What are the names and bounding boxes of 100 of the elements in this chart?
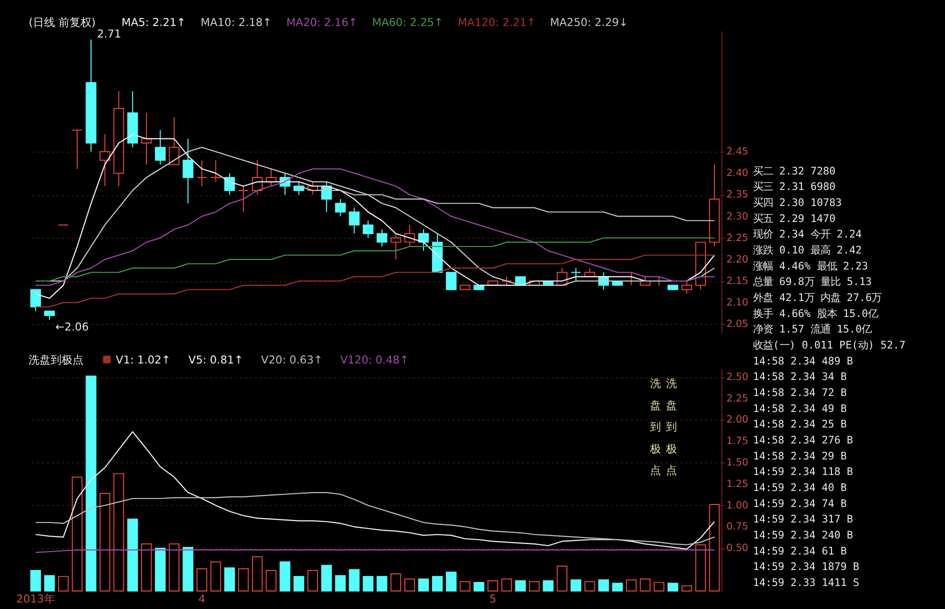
bar [141, 543, 152, 592]
bar [709, 504, 720, 592]
text: MA10: 2.18↑ [200, 16, 272, 29]
bar [196, 568, 208, 592]
x-tick-label: 2013年 [16, 592, 55, 606]
y-tick-label: 1.00 [726, 500, 748, 512]
y-tick-label: 2.20 [726, 254, 748, 266]
bar [44, 575, 55, 592]
bar [224, 567, 235, 592]
text: 净资 1.57 流通 15.0亿 [753, 324, 872, 336]
bar [335, 575, 346, 592]
candlestick [335, 198, 346, 217]
text: V5: 0.81↑ [188, 353, 244, 366]
x-tick-label: 4 [198, 592, 206, 606]
text: MA250: 2.29↓ [550, 16, 628, 29]
line-series [35, 168, 715, 286]
bar [154, 548, 166, 592]
y-tick-label: 2.10 [726, 298, 748, 309]
line-series [35, 431, 715, 550]
bar [460, 581, 470, 592]
bar [529, 581, 540, 592]
bar [280, 561, 290, 592]
bar [293, 576, 304, 592]
text: 总量 69.8万 量比 5.13 [752, 276, 872, 288]
candlestick [362, 220, 374, 238]
y-tick-label: 2.05 [726, 319, 748, 330]
bar [182, 546, 194, 592]
bar [58, 576, 69, 592]
candlestick [127, 90, 138, 148]
candlestick [113, 90, 124, 187]
y-tick-label: 2.00 [726, 414, 748, 426]
text: MA120: 2.21↑ [458, 16, 536, 29]
bar [404, 578, 416, 592]
text: 14:58 2.34 34 B [753, 371, 847, 384]
text: 涨幅 4.46% 最低 2.23 [753, 260, 868, 272]
text: 收益(一) 0.011 PE(动) 52.7 [753, 340, 906, 352]
bar [210, 561, 222, 592]
annotation: 2.71 [96, 28, 122, 41]
bar [542, 580, 554, 592]
text: 14:59 2.34 61 B [753, 545, 847, 558]
bar [626, 579, 637, 592]
bar [668, 582, 678, 592]
text: MA5: 2.21↑ [122, 16, 186, 29]
text: 外盘 42.1万 内盘 27.6万 [753, 292, 882, 304]
bar [113, 473, 124, 592]
candlestick [86, 39, 96, 152]
text: 换手 4.66% 股本 15.0亿 [753, 308, 878, 320]
y-tick-label: 2.35 [726, 190, 748, 201]
candlestick [141, 112, 152, 166]
y-tick-label: 2.25 [726, 393, 748, 404]
y-tick-label: 0.50 [726, 543, 748, 554]
text: 14:59 2.34 40 B [753, 482, 847, 494]
bar [86, 376, 96, 592]
bar [695, 544, 706, 592]
bar [266, 570, 276, 592]
text: 14:59 2.34 74 B [753, 498, 847, 510]
text: 买二 2.32 7280 [753, 165, 836, 178]
y-tick-label: 2.40 [726, 168, 748, 180]
line-series [35, 492, 715, 546]
bar [30, 570, 41, 592]
bar [72, 476, 83, 592]
candlestick [210, 160, 222, 182]
text: 买四 2.30 10783 [753, 197, 842, 210]
y-tick-label: 1.50 [726, 458, 748, 469]
y-tick-label: 1.75 [726, 436, 748, 448]
bar [487, 580, 498, 592]
y-tick-label: 1.25 [726, 478, 748, 490]
text: 14:59 2.34 240 B [753, 530, 853, 542]
x-tick-label: 5 [489, 592, 496, 606]
bar [238, 568, 249, 592]
bar [556, 566, 568, 592]
text: MA20: 2.16↑ [286, 16, 358, 29]
annotation: ←2.06 [55, 320, 89, 334]
text: 14:58 2.34 49 B [753, 402, 847, 415]
candlestick [224, 172, 235, 196]
bar [584, 581, 596, 592]
bar [612, 582, 623, 592]
text: 14:58 2.34 72 B [753, 387, 847, 400]
bar [127, 518, 138, 592]
bar [252, 556, 263, 592]
y-tick-label: 2.45 [726, 146, 748, 158]
bar [432, 576, 443, 592]
text: 14:59 2.34 1879 B [753, 561, 860, 574]
text: 14:58 2.34 489 B [753, 355, 853, 368]
chart-title: 洗盘到极点 [28, 353, 84, 366]
bar [348, 569, 360, 592]
text: 买五 2.29 1470 [753, 212, 836, 225]
candlestick [196, 160, 208, 187]
y-tick-label: 0.75 [726, 522, 748, 533]
text: 现价 2.34 今开 2.24 [753, 228, 862, 241]
annotation: 洗盘到极点 [664, 377, 677, 478]
bar [515, 580, 526, 592]
candlestick [182, 138, 194, 204]
y-tick-label: 2.15 [726, 276, 748, 287]
text: 14:58 2.34 29 B [753, 450, 847, 462]
bar [168, 543, 180, 592]
text: 14:59 2.34 118 B [753, 466, 853, 478]
bar [598, 579, 609, 592]
bar [570, 579, 582, 592]
bar [376, 576, 388, 592]
